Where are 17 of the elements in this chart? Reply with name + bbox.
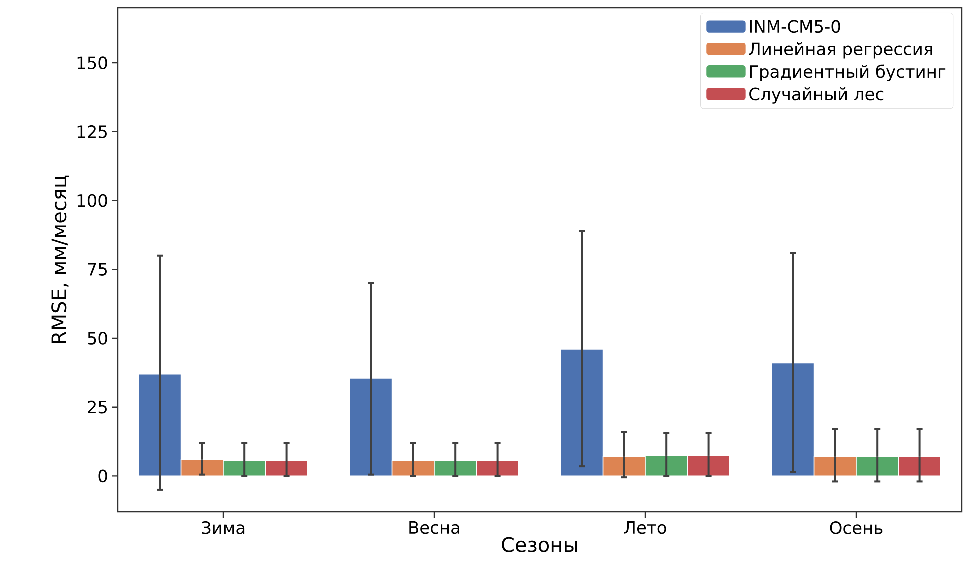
y-tick-label: 125 [78, 126, 107, 138]
y-tick-label: 100 [78, 194, 108, 208]
x-tick-label: Зима [202, 522, 245, 534]
x-tick-label: Весна [410, 522, 460, 534]
y-tick-label: 150 [78, 56, 108, 70]
legend-label: INM-CM5-0 [750, 20, 840, 34]
legend-label: Случайный лес [750, 87, 884, 104]
y-tick-label: 0 [98, 470, 108, 483]
x-axis-title: Сезоны [502, 537, 578, 552]
x-tick-label: Осень [830, 522, 883, 534]
y-tick-label: 25 [88, 400, 107, 414]
legend-label: Линейная регрессия [749, 42, 932, 59]
y-tick-label: 50 [88, 332, 108, 345]
legend-label: Градиентный бустинг [750, 64, 946, 82]
y-tick-label: 75 [88, 263, 107, 276]
x-tick-label: Лето [624, 522, 666, 534]
y-axis-title: RMSE, мм/месяц [52, 176, 70, 344]
